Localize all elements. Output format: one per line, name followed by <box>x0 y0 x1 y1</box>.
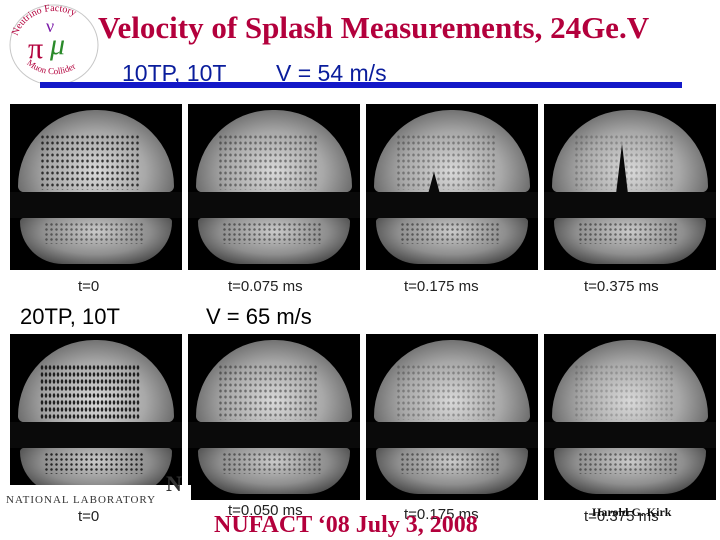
slide-title: Velocity of Splash Measurements, 24Ge.V <box>98 10 650 45</box>
row1-time-2: t=0.075 ms <box>228 278 303 295</box>
row1-time-4: t=0.375 ms <box>584 278 659 295</box>
row1-condition-label: 10TP, 10T <box>122 60 227 86</box>
row2-frame-1 <box>10 334 182 500</box>
row2-condition-label: 20TP, 10T <box>20 304 120 329</box>
row1-time-1: t=0 <box>78 278 100 295</box>
row1-velocity-label: V = 54 m/s <box>276 60 387 86</box>
neutrino-factory-logo: Neutrino Factory Muon Collider π μ ν <box>9 3 99 86</box>
row1-frame-3 <box>366 104 538 270</box>
lab-logo-text: NATIONAL LABORATORY N <box>6 471 191 515</box>
lab-logo-fragment: N <box>166 471 183 496</box>
row2-time-4: t=0.375 ms <box>584 508 659 525</box>
row2-frame-2 <box>188 334 360 500</box>
row1-frame-4 <box>544 104 716 270</box>
row2-time-2: t=0.050 ms <box>228 502 303 519</box>
footer-author: Harold G. Kirk <box>592 505 672 519</box>
row1-frame-1 <box>10 104 182 270</box>
row2-frame-4 <box>544 334 716 500</box>
svg-text:μ: μ <box>49 28 65 61</box>
row1-frame-2 <box>188 104 360 270</box>
row2-frame-3 <box>366 334 538 500</box>
row2-velocity-label: V = 65 m/s <box>206 304 312 329</box>
row2-time-3: t=0.175 ms <box>404 506 479 523</box>
svg-text:π: π <box>28 32 43 65</box>
row2-time-1: t=0 <box>78 508 100 525</box>
title-rule <box>40 82 682 88</box>
svg-text:ν: ν <box>46 16 54 36</box>
footer-conference: NUFACT ‘08 July 3, 2008 <box>214 512 478 538</box>
row1-time-3: t=0.175 ms <box>404 278 479 295</box>
